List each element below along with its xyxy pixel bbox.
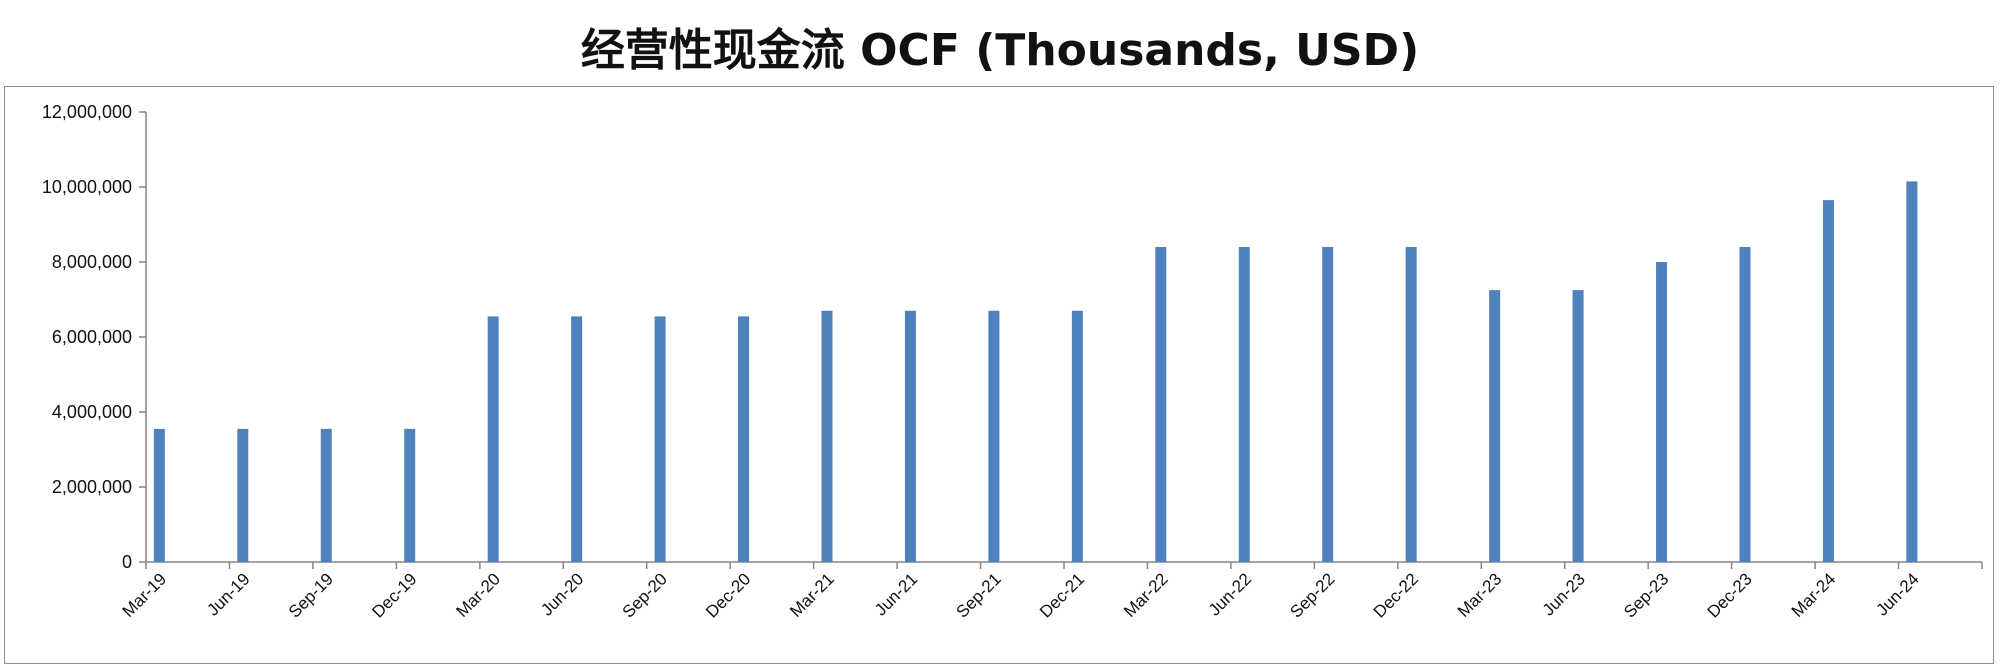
- y-tick-label: 4,000,000: [52, 402, 132, 422]
- x-tick-label: Jun-23: [1539, 569, 1589, 619]
- y-tick-label: 6,000,000: [52, 327, 132, 347]
- x-tick-label: Mar-23: [1454, 569, 1506, 621]
- bar-jun-22: [1238, 247, 1250, 562]
- bar-jun-19: [237, 428, 249, 562]
- x-axis: Mar-19 Jun-19 Sep-19 Dec-19 Mar-20 Jun-20 Sep-…: [119, 561, 1983, 622]
- bar-dec-19: [404, 428, 416, 562]
- x-tick-label: Mar-24: [1788, 569, 1840, 621]
- bar-dec-20: [738, 316, 750, 562]
- bar-jun-21: [904, 310, 916, 562]
- bar-mar-19: [153, 428, 165, 562]
- y-axis: 0 2,000,000 4,000,000 6,000,000 8,000,000 10,…: [42, 102, 147, 572]
- bar-jun-23: [1572, 290, 1584, 562]
- y-tick-label: 10,000,000: [42, 177, 132, 197]
- y-tick-label: 8,000,000: [52, 252, 132, 272]
- chart-title: 经营性现金流 OCF (Thousands, USD): [580, 25, 1420, 76]
- y-tick-label: 0: [122, 552, 132, 572]
- bar-sep-21: [988, 310, 1000, 562]
- bar-sep-22: [1322, 247, 1334, 562]
- bar-mar-21: [821, 310, 833, 562]
- x-tick-label: Dec-22: [1370, 569, 1422, 621]
- bar-dec-23: [1739, 247, 1751, 562]
- bar-mar-20: [487, 316, 499, 562]
- x-tick-label: Jun-20: [537, 569, 587, 619]
- bar-sep-19: [320, 428, 332, 562]
- x-tick-label: Mar-22: [1120, 569, 1172, 621]
- x-tick-label: Mar-19: [119, 569, 171, 621]
- x-tick-label: Sep-21: [953, 569, 1005, 621]
- x-tick-label: Dec-23: [1704, 569, 1756, 621]
- bars: [153, 181, 1918, 562]
- x-tick-label: Dec-21: [1036, 569, 1088, 621]
- x-tick-label: Mar-20: [452, 569, 504, 621]
- bar-dec-22: [1405, 247, 1417, 562]
- bar-mar-22: [1155, 247, 1167, 562]
- bar-mar-24: [1822, 200, 1834, 562]
- x-tick-label: Sep-22: [1286, 569, 1338, 621]
- y-tick-label: 2,000,000: [52, 477, 132, 497]
- bar-sep-20: [654, 316, 666, 562]
- x-tick-label: Sep-23: [1620, 569, 1672, 621]
- bar-dec-21: [1071, 310, 1083, 562]
- bar-mar-23: [1489, 290, 1501, 562]
- x-tick-label: Jun-24: [1873, 569, 1923, 619]
- x-tick-label: Sep-19: [285, 569, 337, 621]
- bar-jun-20: [571, 316, 583, 562]
- x-tick-label: Jun-19: [203, 569, 253, 619]
- plot-area-frame: [4, 86, 1994, 664]
- x-tick-label: Mar-21: [786, 569, 838, 621]
- x-tick-label: Sep-20: [619, 569, 671, 621]
- x-tick-label: Dec-20: [702, 569, 754, 621]
- bar-sep-23: [1656, 262, 1668, 562]
- bar-jun-24: [1906, 181, 1918, 562]
- x-tick-label: Dec-19: [368, 569, 420, 621]
- x-tick-label: Jun-21: [871, 569, 921, 619]
- y-tick-label: 12,000,000: [42, 102, 132, 122]
- x-tick-label: Jun-22: [1205, 569, 1255, 619]
